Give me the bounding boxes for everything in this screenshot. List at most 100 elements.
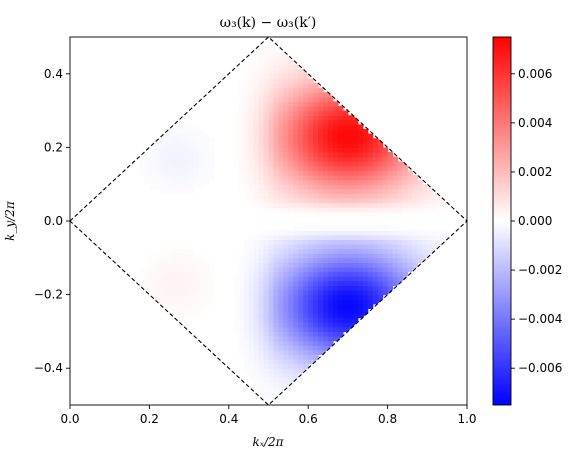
heatmap-cell xyxy=(367,248,374,254)
heatmap-cell xyxy=(164,285,170,291)
heatmap-cell xyxy=(382,230,389,236)
heatmap-cell xyxy=(342,239,349,245)
heatmap-cell xyxy=(258,359,265,365)
heatmap-cell xyxy=(238,179,245,185)
heatmap-cell xyxy=(427,244,433,250)
heatmap-cell xyxy=(253,349,260,355)
heatmap-cell xyxy=(278,92,284,98)
heatmap-cell xyxy=(328,280,334,286)
heatmap-cell xyxy=(342,308,349,314)
heatmap-cell xyxy=(253,184,260,190)
heatmap-cell xyxy=(347,253,354,259)
heatmap-cell xyxy=(278,340,284,346)
heatmap-cell xyxy=(184,188,190,194)
heatmap-cell xyxy=(417,207,423,213)
heatmap-cell xyxy=(243,336,250,342)
heatmap-cell xyxy=(258,50,265,56)
heatmap-cell xyxy=(258,115,265,121)
heatmap-cell xyxy=(392,248,399,254)
heatmap-cell xyxy=(263,138,270,144)
heatmap-cell xyxy=(427,193,433,199)
heatmap-cell xyxy=(382,234,389,240)
heatmap-cell xyxy=(169,294,175,300)
heatmap-cell xyxy=(357,170,364,176)
heatmap-cell xyxy=(253,253,260,259)
heatmap-cell xyxy=(303,354,309,360)
heatmap-cell xyxy=(323,184,329,190)
heatmap-cell xyxy=(174,179,180,185)
x-axis-label: kₓ/2π xyxy=(252,435,284,449)
heatmap-cell xyxy=(288,161,294,167)
heatmap-cell xyxy=(397,253,404,259)
heatmap-cell xyxy=(184,299,190,305)
heatmap-cell xyxy=(253,257,260,263)
heatmap-cell xyxy=(208,280,215,286)
heatmap-cell xyxy=(268,207,275,213)
heatmap-cell xyxy=(382,207,389,213)
heatmap-cell xyxy=(298,276,304,282)
heatmap-cell xyxy=(333,198,339,204)
heatmap-cell xyxy=(303,133,309,139)
heatmap-cell xyxy=(333,326,339,332)
heatmap-cell xyxy=(293,106,299,112)
heatmap-cell xyxy=(342,110,349,116)
heatmap-cell xyxy=(377,230,384,236)
heatmap-cell xyxy=(268,152,275,158)
heatmap-cell xyxy=(174,313,180,319)
heatmap-cell xyxy=(387,285,394,291)
heatmap-cell xyxy=(337,230,344,236)
heatmap-cell xyxy=(208,170,215,176)
heatmap-cell xyxy=(333,115,339,121)
heatmap-cell xyxy=(313,340,319,346)
heatmap-cell xyxy=(164,142,170,148)
heatmap-cell xyxy=(402,165,409,171)
heatmap-cell xyxy=(328,101,334,107)
heatmap-cell xyxy=(397,257,404,263)
heatmap-cell xyxy=(283,239,289,245)
heatmap-cell xyxy=(258,391,265,397)
heatmap-cell xyxy=(318,147,324,153)
heatmap-cell xyxy=(337,147,344,153)
heatmap-cell xyxy=(174,152,180,158)
heatmap-cell xyxy=(333,129,339,135)
heatmap-cell xyxy=(323,303,329,309)
heatmap-cell xyxy=(278,382,284,388)
heatmap-cell xyxy=(203,257,210,263)
heatmap-cell xyxy=(293,253,299,259)
heatmap-cell xyxy=(273,248,280,254)
heatmap-cell xyxy=(248,73,255,79)
heatmap-cell xyxy=(402,257,409,263)
heatmap-cell xyxy=(263,340,270,346)
heatmap-cell xyxy=(174,142,180,148)
heatmap-cell xyxy=(337,184,344,190)
heatmap-cell xyxy=(362,271,369,277)
heatmap-cell xyxy=(352,202,359,208)
heatmap-cell xyxy=(293,83,299,89)
heatmap-cell xyxy=(164,271,170,277)
heatmap-cell xyxy=(387,211,394,217)
heatmap-cell xyxy=(323,230,329,236)
y-tick-label: 0.0 xyxy=(44,214,63,228)
heatmap-cell xyxy=(342,230,349,236)
heatmap-cell xyxy=(303,138,309,144)
heatmap-cell xyxy=(303,92,309,98)
heatmap-cell xyxy=(427,207,433,213)
heatmap-cell xyxy=(387,193,394,199)
heatmap-cell xyxy=(382,170,389,176)
heatmap-cell xyxy=(422,253,428,259)
heatmap-cell xyxy=(258,317,265,323)
heatmap-cell xyxy=(372,152,379,158)
heatmap-cell xyxy=(169,262,175,268)
heatmap-cell xyxy=(184,248,190,254)
heatmap-cell xyxy=(313,349,319,355)
heatmap-cell xyxy=(248,317,255,323)
heatmap-cell xyxy=(149,179,155,185)
heatmap-cell xyxy=(199,156,205,162)
heatmap-cell xyxy=(362,170,369,176)
heatmap-cell xyxy=(392,225,399,231)
heatmap-cell xyxy=(372,202,379,208)
heatmap-cell xyxy=(189,184,195,190)
heatmap-cell xyxy=(377,290,384,296)
heatmap-cell xyxy=(407,262,414,268)
heatmap-cell xyxy=(268,161,275,167)
